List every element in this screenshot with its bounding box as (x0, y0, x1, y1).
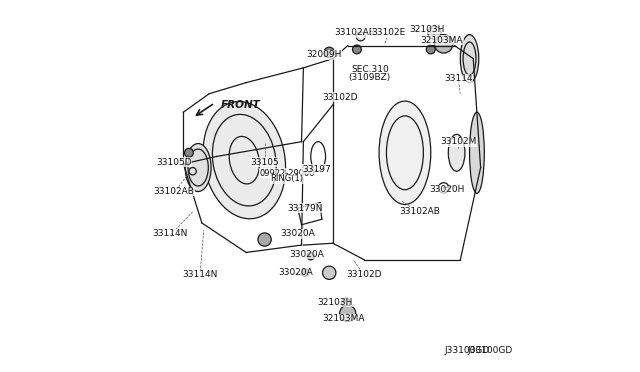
Text: 32103MA: 32103MA (420, 36, 463, 45)
Text: 33020A: 33020A (280, 230, 316, 238)
Text: J33100GD: J33100GD (467, 346, 513, 355)
Text: 33102M: 33102M (440, 137, 477, 146)
Circle shape (301, 269, 309, 276)
Text: 32103H: 32103H (317, 298, 353, 307)
Text: 33105: 33105 (250, 157, 279, 167)
Text: 33020A: 33020A (278, 268, 314, 277)
Circle shape (258, 233, 271, 246)
Text: 33197: 33197 (302, 165, 331, 174)
Text: FRONT: FRONT (220, 100, 260, 110)
Ellipse shape (460, 35, 479, 83)
Text: 33114N: 33114N (182, 270, 218, 279)
Text: 09922-29000: 09922-29000 (259, 169, 314, 177)
Text: 33102D: 33102D (323, 93, 358, 102)
Circle shape (324, 47, 334, 58)
Text: 33020A: 33020A (290, 250, 324, 259)
Circle shape (307, 253, 314, 260)
Ellipse shape (379, 101, 431, 205)
Text: 33105D: 33105D (156, 157, 192, 167)
Text: 33102D: 33102D (346, 270, 382, 279)
Text: 33179N: 33179N (287, 203, 323, 213)
Text: 33102E: 33102E (371, 28, 405, 37)
Text: 32103H: 32103H (410, 25, 445, 33)
Text: RING(1): RING(1) (270, 174, 303, 183)
Circle shape (184, 148, 193, 157)
Circle shape (340, 305, 356, 321)
Circle shape (435, 35, 453, 53)
Text: SEC.310: SEC.310 (351, 65, 388, 74)
Text: 33114: 33114 (444, 74, 473, 83)
Ellipse shape (203, 102, 285, 219)
Text: 33102AB: 33102AB (154, 187, 195, 196)
Text: 32103MA: 32103MA (323, 314, 365, 323)
Circle shape (353, 45, 362, 54)
Circle shape (426, 45, 435, 54)
Circle shape (323, 266, 336, 279)
Ellipse shape (448, 134, 465, 171)
Text: 33114N: 33114N (153, 230, 188, 238)
Text: 33102AB: 33102AB (335, 28, 376, 37)
Text: 33102AB: 33102AB (399, 207, 440, 217)
Circle shape (428, 26, 441, 39)
Ellipse shape (470, 112, 484, 193)
Ellipse shape (185, 144, 211, 192)
Text: J33100GD: J33100GD (445, 346, 490, 355)
Text: 33020H: 33020H (429, 185, 465, 194)
Text: 32009H: 32009H (306, 51, 341, 60)
Circle shape (341, 298, 350, 307)
Text: (3109BZ): (3109BZ) (349, 73, 391, 81)
